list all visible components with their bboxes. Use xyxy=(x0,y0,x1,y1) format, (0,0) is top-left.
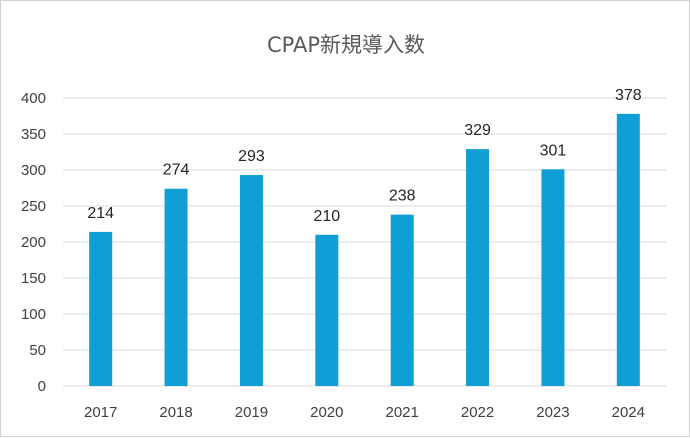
bar-2022 xyxy=(466,149,490,386)
x-tick-label-2021: 2021 xyxy=(386,404,419,421)
data-label-2024: 378 xyxy=(615,87,642,104)
data-label-2022: 329 xyxy=(464,122,491,139)
bar-2023 xyxy=(541,169,565,386)
y-tick-label: 0 xyxy=(38,378,46,395)
y-tick-label: 250 xyxy=(21,198,46,215)
y-tick-label: 200 xyxy=(21,234,46,251)
x-tick-label-2019: 2019 xyxy=(235,404,268,421)
y-axis-ticks: 0 50 100 150 200 250 300 350 400 xyxy=(21,90,46,395)
y-tick-label: 350 xyxy=(21,126,46,143)
data-label-2019: 293 xyxy=(238,148,265,165)
data-label-2023: 301 xyxy=(540,142,567,159)
y-tick-label: 400 xyxy=(21,90,46,107)
y-tick-label: 150 xyxy=(21,270,46,287)
bar-2021 xyxy=(390,214,414,386)
x-axis-ticks: 2017 2018 2019 2020 2021 2022 2023 2024 xyxy=(84,404,645,421)
data-label-2021: 238 xyxy=(389,188,416,205)
x-tick-label-2024: 2024 xyxy=(612,404,645,421)
x-tick-label-2023: 2023 xyxy=(536,404,569,421)
data-label-2017: 214 xyxy=(87,205,114,222)
y-tick-label: 300 xyxy=(21,162,46,179)
bar-2019 xyxy=(239,175,263,386)
bar-2020 xyxy=(315,234,339,386)
x-tick-label-2017: 2017 xyxy=(84,404,117,421)
chart-title: CPAP新規導入数 xyxy=(267,33,425,57)
y-tick-label: 50 xyxy=(29,342,46,359)
x-tick-label-2022: 2022 xyxy=(461,404,494,421)
bar-2018 xyxy=(164,188,188,386)
data-label-2020: 210 xyxy=(313,208,340,225)
data-label-2018: 274 xyxy=(163,162,190,179)
x-tick-label-2018: 2018 xyxy=(159,404,192,421)
y-tick-label: 100 xyxy=(21,306,46,323)
data-labels: 214 274 293 210 238 329 301 378 xyxy=(87,87,641,225)
gridlines xyxy=(63,97,666,387)
bar-2017 xyxy=(89,231,113,386)
bars xyxy=(89,113,640,386)
x-tick-label-2020: 2020 xyxy=(310,404,343,421)
bar-2024 xyxy=(616,113,640,386)
